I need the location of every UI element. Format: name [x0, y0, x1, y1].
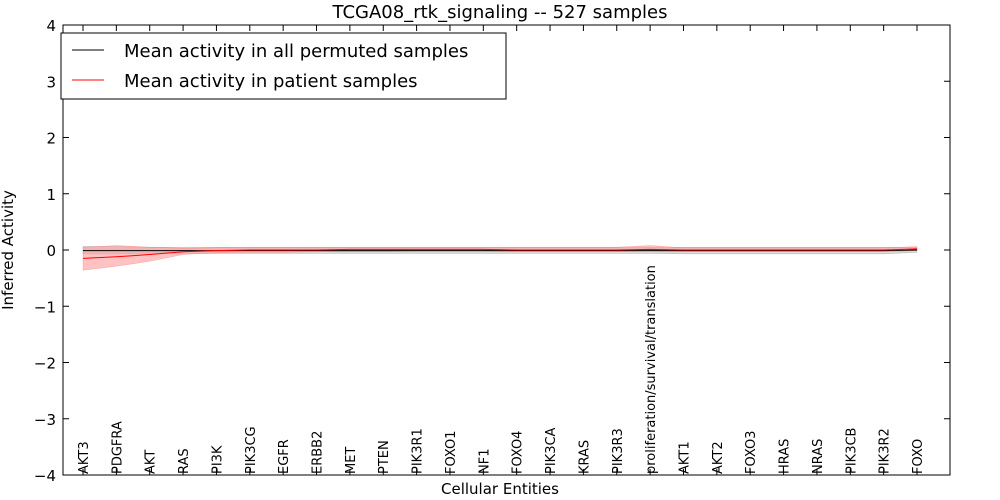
y-tick-label: 2 [46, 130, 56, 148]
legend-label-patient: Mean activity in patient samples [124, 71, 418, 92]
x-tick-label: FOXO4 [511, 431, 526, 474]
x-tick-label: PIK3CA [544, 427, 559, 474]
x-tick-label: PTEN [377, 440, 392, 474]
legend: Mean activity in all permuted samples Me… [60, 32, 507, 100]
legend-label-permuted: Mean activity in all permuted samples [124, 41, 468, 62]
x-tick-label: PIK3R3 [611, 428, 626, 474]
x-tick-label: FOXO [911, 439, 926, 474]
x-tick-label: KRAS [577, 440, 592, 474]
x-tick-label: PDGFRA [110, 421, 125, 474]
x-tick-label: proliferation/survival/translation [644, 265, 659, 474]
x-tick-label: PIK3R1 [411, 428, 426, 474]
x-tick-label: RAS [177, 448, 192, 474]
x-tick-label: ERBB2 [311, 431, 326, 474]
x-tick-label: PIK3CG [244, 426, 259, 474]
legend-box [60, 32, 507, 100]
x-tick-label: MET [344, 447, 359, 474]
series-band-1 [82, 245, 918, 271]
x-tick-label: AKT1 [677, 441, 692, 474]
y-tick-label: 4 [46, 17, 56, 35]
y-tick-label: 0 [46, 242, 56, 260]
y-tick-label: 1 [46, 186, 56, 204]
y-tick-label: −3 [34, 411, 56, 429]
x-tick-label: AKT2 [711, 441, 726, 474]
x-axis-label: Cellular Entities [441, 480, 559, 498]
x-tick-label: NF1 [477, 449, 492, 474]
x-tick-label: PI3K [210, 445, 225, 474]
x-tick-label: AKT [144, 450, 159, 474]
x-tick-label: PIK3R2 [878, 428, 893, 474]
x-tick-label: NRAS [811, 439, 826, 474]
y-axis-label: Inferred Activity [0, 190, 17, 310]
chart-title: TCGA08_rtk_signaling -- 527 samples [332, 2, 668, 23]
x-tick-label: HRAS [778, 439, 793, 474]
y-tick-label: 3 [46, 73, 56, 91]
x-tick-label: EGFR [277, 439, 292, 474]
x-tick-label: AKT3 [77, 441, 92, 474]
y-tick-label: −2 [34, 355, 56, 373]
series-line-1 [82, 248, 918, 259]
x-tick-label: PIK3CB [844, 428, 859, 474]
y-tick-label: −1 [34, 298, 56, 316]
x-tick-label: FOXO3 [744, 431, 759, 474]
x-tick-label: FOXO1 [444, 431, 459, 474]
y-tick-label: −4 [34, 467, 56, 485]
